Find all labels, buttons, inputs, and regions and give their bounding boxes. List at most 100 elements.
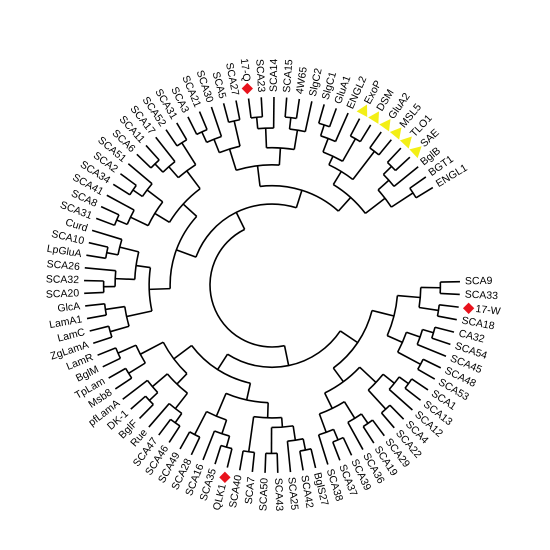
yellow-triangle — [399, 136, 412, 149]
yellow-triangle — [368, 111, 380, 124]
branch — [406, 331, 421, 338]
branch — [130, 216, 149, 227]
branch — [112, 183, 131, 196]
branch — [422, 328, 434, 334]
branch-arc — [377, 189, 392, 208]
branch — [187, 116, 198, 135]
branch — [332, 367, 345, 383]
red-diamond — [462, 302, 475, 314]
branch-arc — [196, 128, 208, 136]
branch — [151, 373, 168, 388]
branch — [393, 166, 419, 187]
leaf-label: SCA15 — [281, 59, 296, 93]
branch — [317, 434, 329, 465]
branch — [119, 246, 139, 253]
branch — [349, 118, 361, 137]
branch — [148, 403, 170, 428]
branch — [91, 229, 123, 241]
branch — [439, 304, 459, 308]
branch-arc — [271, 425, 294, 429]
branch — [264, 128, 268, 148]
branch-arc — [141, 183, 153, 197]
branch — [86, 314, 107, 320]
leaf-label: SCA20 — [46, 287, 80, 300]
branch-arc — [170, 418, 181, 427]
branch — [364, 197, 386, 214]
leaf-label: LpGluA — [46, 243, 82, 260]
branch — [214, 445, 222, 465]
branch — [342, 437, 353, 456]
branch — [119, 173, 137, 187]
branch — [228, 148, 237, 171]
leaf-label: LamA1 — [48, 313, 83, 331]
branch — [310, 448, 317, 469]
leaf-label: 4W65 — [294, 66, 310, 95]
branch — [158, 418, 172, 436]
branch-arc — [418, 287, 422, 308]
branch — [201, 131, 208, 143]
branch — [317, 104, 325, 124]
branch — [418, 306, 439, 312]
branch — [334, 112, 349, 142]
branch — [328, 108, 338, 128]
branch — [122, 379, 148, 400]
branch — [126, 310, 153, 318]
branch — [182, 203, 198, 217]
branch — [190, 436, 201, 456]
branch — [174, 412, 183, 424]
branch — [235, 100, 241, 120]
branch — [431, 337, 451, 346]
branch — [115, 277, 135, 281]
branch — [168, 425, 181, 443]
branch — [276, 453, 279, 473]
branch — [174, 392, 189, 410]
branch-arc — [289, 128, 306, 133]
branch-arc — [367, 373, 384, 391]
branch — [378, 139, 392, 156]
branch — [154, 212, 170, 224]
branch-arc — [436, 304, 441, 317]
branch — [102, 357, 121, 368]
leaf-label: SCA33 — [464, 288, 498, 302]
branch — [360, 413, 369, 424]
branch — [382, 165, 393, 176]
leaf-label: SCA50 — [257, 477, 270, 511]
branch — [89, 325, 109, 332]
branch-arc — [107, 325, 113, 338]
yellow-triangle — [356, 104, 368, 118]
branch — [339, 330, 359, 344]
leaf-label: SCA40 — [227, 474, 245, 509]
branch — [238, 450, 244, 471]
branch — [386, 334, 403, 344]
leaf-label: SCA25 — [285, 476, 300, 510]
branch-arc — [328, 164, 354, 181]
branch-arc — [168, 402, 183, 415]
leaf-label: GlcA — [57, 300, 81, 314]
branch — [288, 117, 292, 130]
branch — [389, 404, 405, 420]
leaf-label: SCA42 — [298, 474, 315, 509]
branch — [409, 176, 427, 189]
branch-arc — [176, 139, 188, 147]
branch-arc — [209, 228, 285, 348]
branch — [148, 391, 159, 401]
branch — [304, 101, 313, 132]
branch-arc — [318, 122, 330, 128]
branch — [138, 403, 154, 419]
branch — [332, 429, 339, 441]
branch-arc — [114, 270, 117, 287]
branch — [179, 431, 191, 450]
branch — [128, 362, 146, 374]
branch-arc — [177, 164, 197, 179]
branch — [108, 367, 127, 379]
branch — [343, 401, 356, 419]
branch — [106, 194, 135, 211]
branch — [145, 144, 160, 161]
leaf-label: SCA26 — [46, 258, 80, 273]
branch — [176, 122, 188, 141]
branch — [377, 179, 390, 191]
branch — [116, 219, 128, 226]
branch — [440, 292, 460, 296]
branch-arc — [322, 151, 343, 162]
branch — [193, 411, 208, 435]
